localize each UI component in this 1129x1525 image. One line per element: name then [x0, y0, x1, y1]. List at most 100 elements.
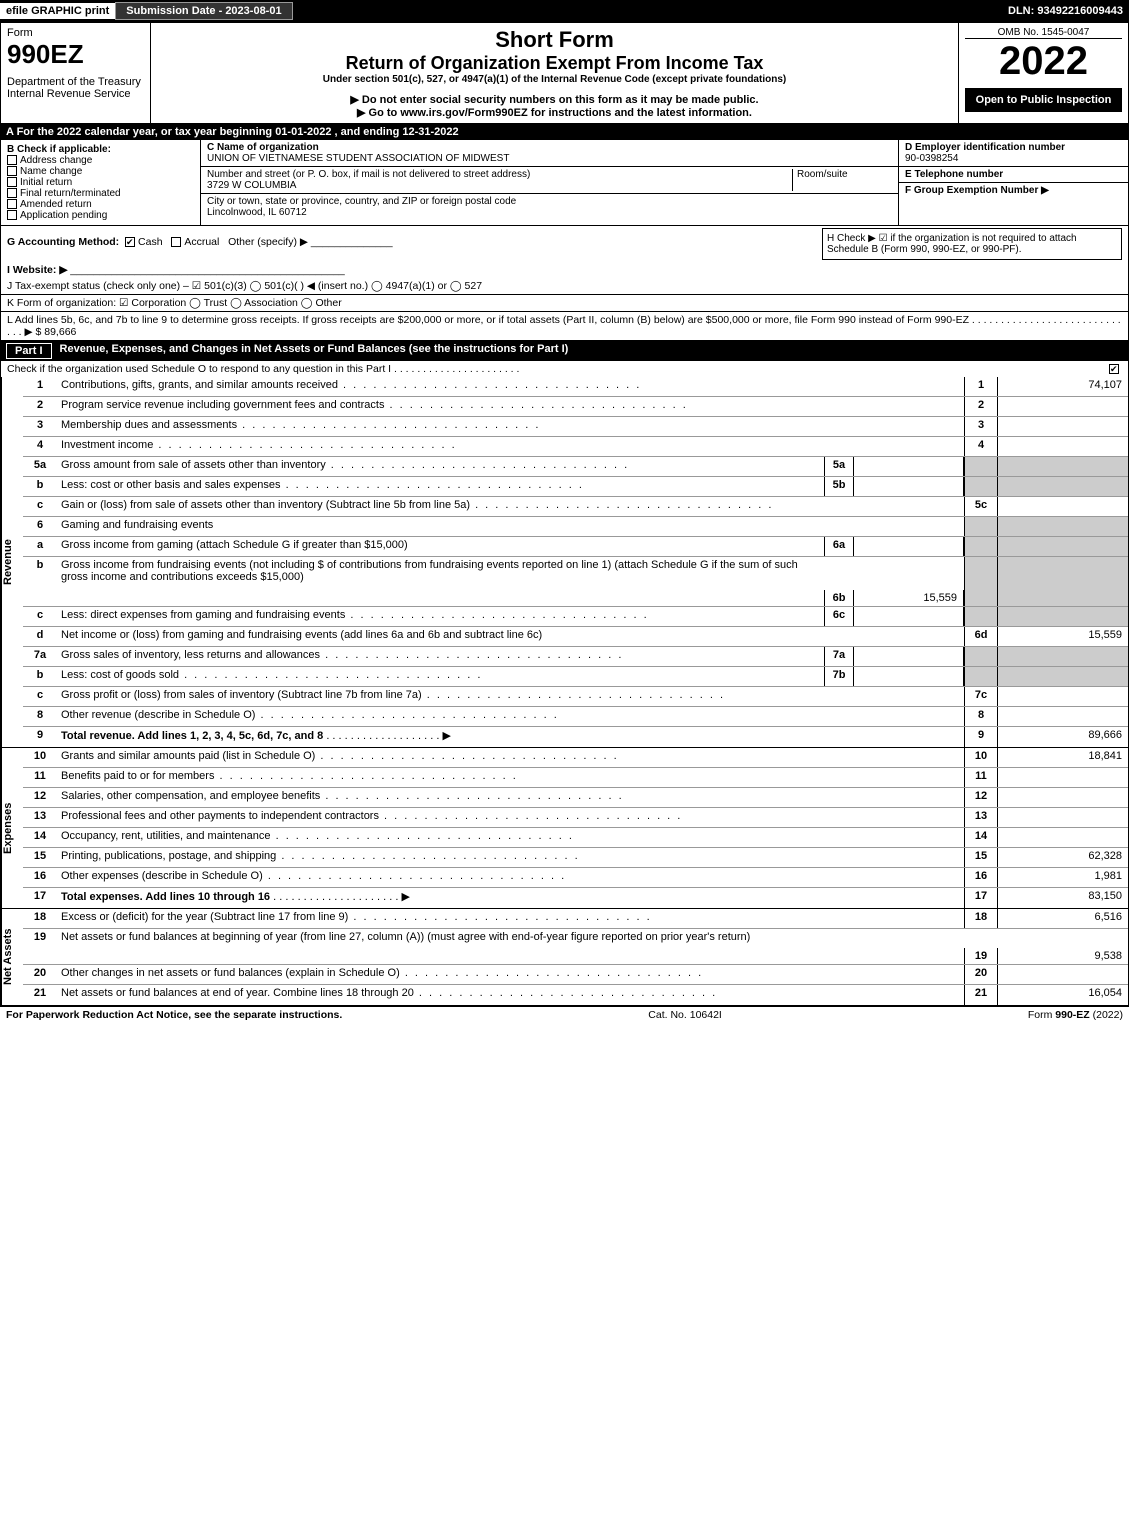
line-6d: dNet income or (loss) from gaming and fu…: [23, 627, 1128, 647]
row-i-website: I Website: ▶ ___________________________…: [0, 262, 1129, 278]
part-i-header: Part I Revenue, Expenses, and Changes in…: [0, 341, 1129, 361]
c-street-block: Number and street (or P. O. box, if mail…: [201, 167, 898, 194]
part-i-title: Revenue, Expenses, and Changes in Net As…: [60, 343, 569, 359]
h-schedule-b: H Check ▶ ☑ if the organization is not r…: [822, 228, 1122, 260]
dept-label: Department of the Treasury: [7, 76, 144, 88]
part-i-checkbox[interactable]: [1109, 364, 1119, 374]
goto-link[interactable]: ▶ Go to www.irs.gov/Form990EZ for instru…: [157, 106, 952, 119]
line-6: 6Gaming and fundraising events: [23, 517, 1128, 537]
line-3: 3Membership dues and assessments3: [23, 417, 1128, 437]
footer-form-ref: Form 990-EZ (2022): [1028, 1009, 1123, 1021]
footer-cat-no: Cat. No. 10642I: [342, 1009, 1028, 1021]
column-def: D Employer identification number 90-0398…: [898, 140, 1128, 225]
line-6b: bGross income from fundraising events (n…: [23, 557, 1128, 607]
efile-label[interactable]: efile GRAPHIC print: [0, 3, 115, 19]
line-5b: bLess: cost or other basis and sales exp…: [23, 477, 1128, 497]
f-label: F Group Exemption Number ▶: [905, 185, 1049, 196]
return-title: Return of Organization Exempt From Incom…: [157, 53, 952, 74]
d-label: D Employer identification number: [905, 142, 1122, 153]
line-10: 10Grants and similar amounts paid (list …: [23, 748, 1128, 768]
line-6a: aGross income from gaming (attach Schedu…: [23, 537, 1128, 557]
form-number: 990EZ: [7, 39, 144, 70]
line-15: 15Printing, publications, postage, and s…: [23, 848, 1128, 868]
part-i-check-text: Check if the organization used Schedule …: [7, 363, 1109, 375]
chk-initial-return[interactable]: Initial return: [7, 177, 194, 188]
chk-final-return[interactable]: Final return/terminated: [7, 188, 194, 199]
line-21: 21Net assets or fund balances at end of …: [23, 985, 1128, 1005]
ein-value: 90-0398254: [905, 153, 1122, 164]
header-right: OMB No. 1545-0047 2022 Open to Public In…: [958, 23, 1128, 123]
chk-application-pending[interactable]: Application pending: [7, 210, 194, 221]
expenses-section: Expenses 10Grants and similar amounts pa…: [0, 748, 1129, 909]
revenue-section: Revenue 1Contributions, gifts, grants, a…: [0, 377, 1129, 748]
g-accounting: G Accounting Method: Cash Accrual Other …: [7, 228, 822, 260]
chk-cash[interactable]: [125, 237, 135, 247]
c-street-label: Number and street (or P. O. box, if mail…: [207, 169, 530, 180]
org-name: UNION OF VIETNAMESE STUDENT ASSOCIATION …: [207, 153, 509, 164]
line-9: 9Total revenue. Add lines 1, 2, 3, 4, 5c…: [23, 727, 1128, 747]
chk-amended-return[interactable]: Amended return: [7, 199, 194, 210]
footer-left: For Paperwork Reduction Act Notice, see …: [6, 1009, 342, 1021]
row-a-tax-year: A For the 2022 calendar year, or tax yea…: [0, 124, 1129, 140]
line-13: 13Professional fees and other payments t…: [23, 808, 1128, 828]
under-section: Under section 501(c), 527, or 4947(a)(1)…: [157, 74, 952, 85]
expenses-body: 10Grants and similar amounts paid (list …: [23, 748, 1128, 908]
c-name-block: C Name of organization UNION OF VIETNAME…: [201, 140, 898, 167]
org-city: Lincolnwood, IL 60712: [207, 207, 307, 218]
line-17: 17Total expenses. Add lines 10 through 1…: [23, 888, 1128, 908]
row-j-tax-status: J Tax-exempt status (check only one) – ☑…: [0, 278, 1129, 294]
line-12: 12Salaries, other compensation, and empl…: [23, 788, 1128, 808]
revenue-body: 1Contributions, gifts, grants, and simil…: [23, 377, 1128, 747]
row-gh: G Accounting Method: Cash Accrual Other …: [0, 226, 1129, 262]
c-city-block: City or town, state or province, country…: [201, 194, 898, 220]
e-phone-block: E Telephone number: [899, 167, 1128, 183]
line-20: 20Other changes in net assets or fund ba…: [23, 965, 1128, 985]
form-word: Form: [7, 27, 144, 39]
side-revenue: Revenue: [1, 377, 23, 747]
column-c: C Name of organization UNION OF VIETNAME…: [201, 140, 898, 225]
line-6c: cLess: direct expenses from gaming and f…: [23, 607, 1128, 627]
line-11: 11Benefits paid to or for members11: [23, 768, 1128, 788]
chk-address-change[interactable]: Address change: [7, 155, 194, 166]
line-5a: 5aGross amount from sale of assets other…: [23, 457, 1128, 477]
line-8: 8Other revenue (describe in Schedule O)8: [23, 707, 1128, 727]
omb-number: OMB No. 1545-0047: [965, 27, 1122, 39]
line-1: 1Contributions, gifts, grants, and simil…: [23, 377, 1128, 397]
net-assets-section: Net Assets 18Excess or (deficit) for the…: [0, 909, 1129, 1006]
tax-year: 2022: [965, 39, 1122, 84]
line-7c: cGross profit or (loss) from sales of in…: [23, 687, 1128, 707]
part-i-tag: Part I: [6, 343, 52, 359]
d-ein-block: D Employer identification number 90-0398…: [899, 140, 1128, 167]
dln-label: DLN: 93492216009443: [1008, 5, 1129, 17]
part-i-check-row: Check if the organization used Schedule …: [0, 361, 1129, 377]
column-b: B Check if applicable: Address change Na…: [1, 140, 201, 225]
submission-date: Submission Date - 2023-08-01: [115, 2, 292, 20]
line-7b: bLess: cost of goods sold7b: [23, 667, 1128, 687]
e-label: E Telephone number: [905, 169, 1122, 180]
chk-name-change[interactable]: Name change: [7, 166, 194, 177]
c-city-label: City or town, state or province, country…: [207, 196, 516, 207]
header-left: Form 990EZ Department of the Treasury In…: [1, 23, 151, 123]
line-7a: 7aGross sales of inventory, less returns…: [23, 647, 1128, 667]
net-assets-body: 18Excess or (deficit) for the year (Subt…: [23, 909, 1128, 1005]
form-header: Form 990EZ Department of the Treasury In…: [0, 22, 1129, 124]
ssn-warning: ▶ Do not enter social security numbers o…: [157, 93, 952, 106]
top-bar: efile GRAPHIC print Submission Date - 20…: [0, 0, 1129, 22]
row-l-gross-receipts: L Add lines 5b, 6c, and 7b to line 9 to …: [0, 311, 1129, 341]
line-5c: cGain or (loss) from sale of assets othe…: [23, 497, 1128, 517]
short-form-title: Short Form: [157, 27, 952, 53]
b-label: B Check if applicable:: [7, 144, 194, 155]
chk-accrual[interactable]: [171, 237, 181, 247]
line-18: 18Excess or (deficit) for the year (Subt…: [23, 909, 1128, 929]
line-14: 14Occupancy, rent, utilities, and mainte…: [23, 828, 1128, 848]
line-2: 2Program service revenue including gover…: [23, 397, 1128, 417]
open-to-public: Open to Public Inspection: [965, 88, 1122, 112]
page-footer: For Paperwork Reduction Act Notice, see …: [0, 1006, 1129, 1023]
line-19: 19Net assets or fund balances at beginni…: [23, 929, 1128, 965]
org-street: 3729 W COLUMBIA: [207, 180, 296, 191]
side-net-assets: Net Assets: [1, 909, 23, 1005]
line-16: 16Other expenses (describe in Schedule O…: [23, 868, 1128, 888]
line-4: 4Investment income4: [23, 437, 1128, 457]
section-bcdef: B Check if applicable: Address change Na…: [0, 140, 1129, 226]
side-expenses: Expenses: [1, 748, 23, 908]
